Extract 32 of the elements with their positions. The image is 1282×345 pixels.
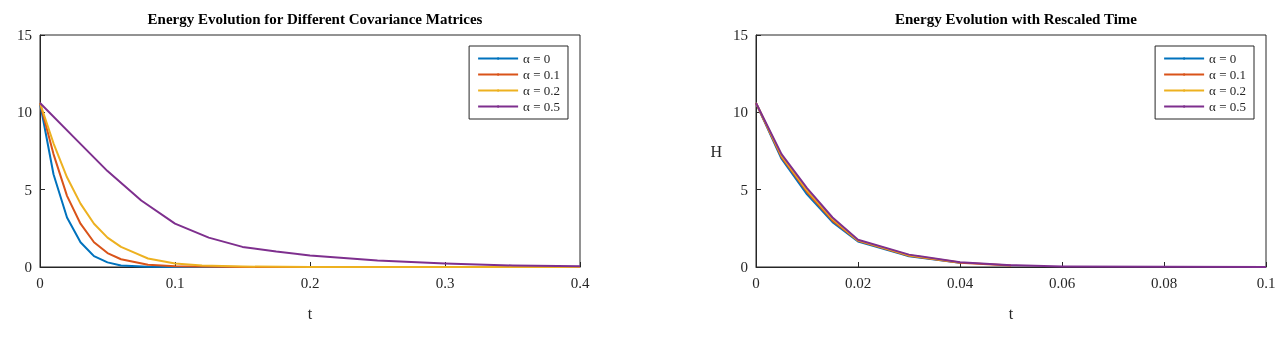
x-tick-label: 0.04 — [946, 274, 974, 291]
y-tick-label: 0 — [740, 259, 748, 275]
x-tick-label: 0.4 — [570, 274, 590, 291]
legend-label: α = 0.1 — [523, 67, 561, 82]
x-tick-label: 0.02 — [844, 274, 872, 291]
x-tick-label: 0.06 — [1048, 274, 1076, 291]
y-tick-label: 5 — [24, 181, 32, 198]
legend-label: α = 0.1 — [1209, 67, 1247, 82]
y-tick-label: 0 — [24, 259, 32, 275]
legend-label: α = 0.5 — [1209, 99, 1247, 114]
x-tick-label: 0 — [752, 274, 760, 291]
chart-title: Energy Evolution with Rescaled Time — [895, 10, 1138, 27]
x-axis-title: t — [1008, 304, 1014, 322]
legend-label: α = 0.5 — [523, 99, 561, 114]
x-tick-label: 0.1 — [1256, 274, 1276, 291]
y-tick-label: 15 — [733, 27, 748, 43]
legend-label: α = 0 — [1209, 51, 1237, 66]
y-tick-label: 5 — [740, 181, 748, 198]
y-tick-label: 10 — [17, 104, 32, 121]
legend-label: α = 0.2 — [1209, 83, 1247, 98]
x-tick-label: 0.2 — [300, 274, 320, 291]
x-axis-title: t — [307, 304, 313, 322]
legend-label: α = 0.2 — [523, 83, 561, 98]
x-tick-label: 0.08 — [1150, 274, 1178, 291]
chart-title: Energy Evolution for Different Covariance Matrices — [147, 10, 483, 27]
x-tick-label: 0 — [36, 274, 44, 291]
x-tick-label: 0.3 — [435, 274, 455, 291]
x-tick-label: 0.1 — [165, 274, 185, 291]
y-tick-label: 10 — [733, 104, 748, 121]
y-tick-label: 15 — [17, 27, 32, 43]
y-axis-title: H — [710, 142, 723, 160]
legend-label: α = 0 — [523, 51, 551, 66]
